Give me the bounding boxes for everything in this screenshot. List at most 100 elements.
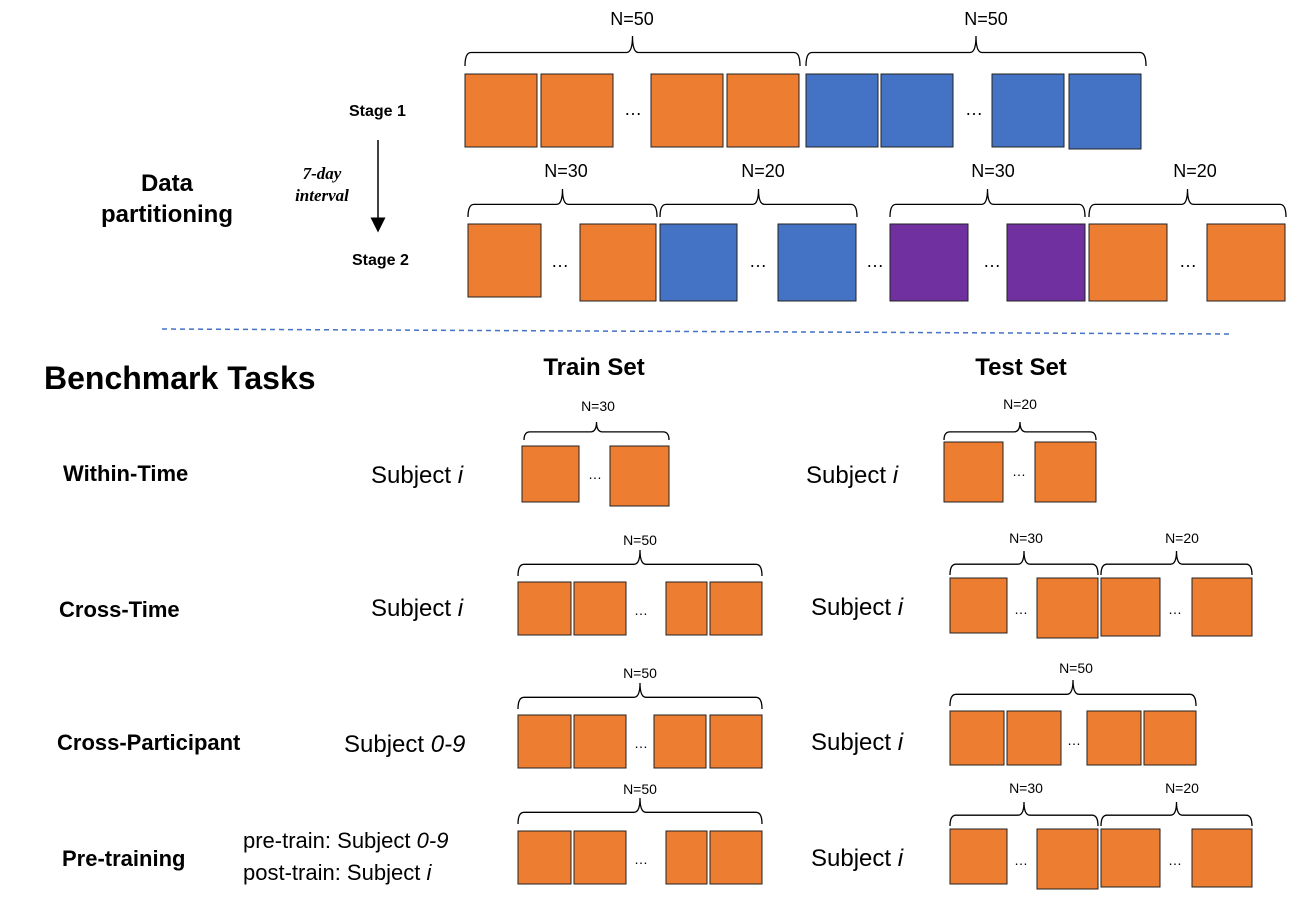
task-name-cross-participant: Cross-Participant (57, 730, 241, 755)
orange-sample-box (517, 581, 572, 636)
orange-sample-box (573, 830, 627, 885)
orange-sample-box (1006, 710, 1062, 766)
test-brace (1100, 801, 1253, 827)
orange-sample-box (1206, 223, 1286, 302)
orange-sample-box (1100, 828, 1161, 888)
train-subject-pre: pre-train: Subject 0-9 (243, 830, 448, 852)
ellipsis: … (588, 466, 602, 482)
ellipsis: … (634, 735, 648, 751)
orange-sample-box (1036, 577, 1099, 639)
test-subject: Subject i (811, 847, 903, 871)
benchmark-title: Benchmark Tasks (44, 360, 316, 396)
subject-id: i (457, 462, 464, 489)
stage2-brace-3 (889, 188, 1086, 218)
train-count: N=50 (623, 781, 657, 797)
test-count: N=20 (1003, 396, 1037, 412)
orange-sample-box (653, 714, 707, 769)
test-count: N=50 (1059, 660, 1093, 676)
subject-text: Subject (811, 729, 898, 756)
blue-sample-box (659, 223, 738, 302)
orange-sample-box (1143, 710, 1197, 766)
orange-sample-box (1088, 223, 1168, 302)
stage2-count-1: N=30 (544, 161, 588, 181)
stage2-count-3: N=30 (971, 161, 1015, 181)
orange-sample-box (609, 445, 670, 507)
test-count: N=30 (1009, 530, 1043, 546)
test-count: N=20 (1165, 530, 1199, 546)
orange-sample-box (521, 445, 580, 503)
test-count: N=20 (1165, 780, 1199, 796)
train-subject: Subject i (371, 464, 463, 488)
subject-id: 0-9 (416, 828, 449, 853)
test-subject: Subject i (811, 596, 903, 620)
ellipsis: … (1067, 732, 1081, 748)
orange-sample-box (650, 73, 724, 148)
orange-sample-box (1191, 577, 1253, 637)
section-label-data-partitioning: Data partitioning (101, 170, 233, 229)
interval-label: 7-day interval (295, 164, 349, 206)
ellipsis: … (749, 251, 767, 271)
section-divider (161, 328, 1231, 335)
ellipsis: … (1168, 601, 1182, 617)
blue-sample-box (777, 223, 857, 302)
blue-sample-box (805, 73, 879, 148)
ellipsis: … (624, 99, 642, 119)
ellipsis: … (634, 851, 648, 867)
stage-2-label: Stage 2 (352, 252, 409, 269)
orange-sample-box (573, 581, 627, 636)
test-set-header: Test Set (975, 354, 1067, 381)
ellipsis: … (866, 251, 884, 271)
subject-text: Subject (811, 594, 898, 621)
subject-id: i (897, 845, 904, 872)
orange-sample-box (467, 223, 542, 298)
orange-sample-box (709, 714, 763, 769)
stage2-count-2: N=20 (741, 161, 785, 181)
stage2-brace-1 (467, 188, 658, 218)
test-brace (1100, 550, 1253, 576)
subject-text: Subject (344, 731, 431, 758)
orange-sample-box (1100, 577, 1161, 637)
stage1-count-2: N=50 (964, 9, 1008, 29)
orange-sample-box (943, 441, 1004, 503)
test-brace (949, 801, 1099, 827)
ellipsis: … (1012, 463, 1026, 479)
subject-text: post-train: Subject (243, 860, 427, 885)
train-brace (517, 797, 763, 825)
train-brace (517, 682, 763, 710)
orange-sample-box (709, 830, 763, 885)
test-brace (943, 421, 1097, 441)
stage1-brace-2 (805, 35, 1147, 67)
test-brace (949, 679, 1197, 707)
task-name-within-time: Within-Time (63, 461, 189, 486)
subject-id: i (457, 595, 464, 622)
subject-id: i (897, 594, 904, 621)
train-set-header: Train Set (543, 354, 645, 381)
train-brace (523, 421, 670, 441)
purple-sample-box (889, 223, 969, 302)
test-subject: Subject i (811, 731, 903, 755)
blue-sample-box (991, 73, 1065, 148)
train-count: N=50 (623, 665, 657, 681)
subject-id: i (897, 729, 904, 756)
subject-text: Subject (811, 845, 898, 872)
stage2-brace-2 (659, 188, 858, 218)
orange-sample-box (1036, 828, 1099, 890)
subject-text: Subject (806, 462, 893, 489)
ellipsis: … (1168, 852, 1182, 868)
train-count: N=30 (581, 398, 615, 414)
orange-sample-box (1191, 828, 1253, 888)
stage2-count-4: N=20 (1173, 161, 1217, 181)
orange-sample-box (517, 830, 572, 885)
test-brace (949, 550, 1099, 576)
test-subject: Subject i (806, 464, 898, 488)
subject-id: 0-9 (430, 731, 466, 758)
train-subject-post: post-train: Subject i (243, 862, 431, 884)
orange-sample-box (517, 714, 572, 769)
task-name-pre-training: Pre-training (62, 846, 186, 871)
orange-sample-box (540, 73, 614, 148)
ellipsis: … (1179, 251, 1197, 271)
orange-sample-box (464, 73, 538, 148)
subject-id: i (426, 860, 432, 885)
